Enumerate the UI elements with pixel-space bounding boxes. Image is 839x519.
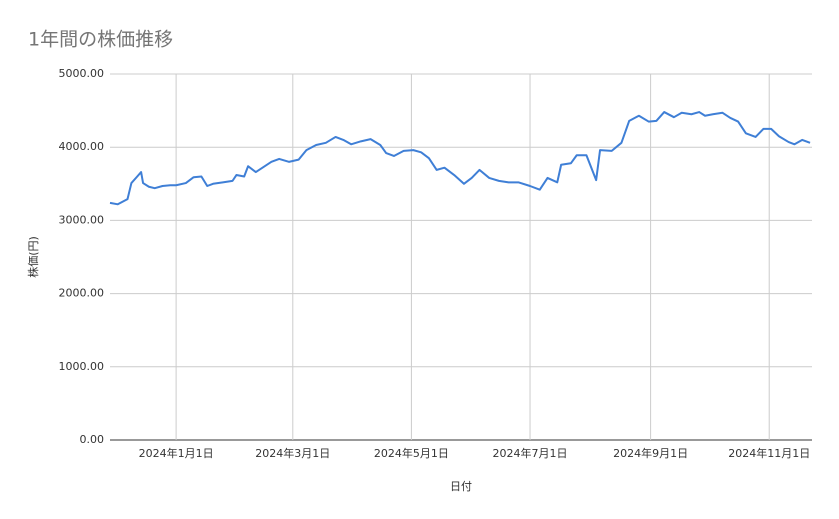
- chart-title: 1年間の株価推移: [28, 29, 173, 51]
- y-tick-label: 5000.00: [59, 67, 105, 80]
- x-tick-label: 2024年5月1日: [374, 446, 449, 460]
- x-tick-label: 2024年3月1日: [255, 446, 330, 460]
- x-axis-label: 日付: [450, 480, 472, 493]
- y-tick-label: 4000.00: [59, 140, 105, 153]
- y-tick-label: 2000.00: [59, 287, 105, 300]
- x-tick-label: 2024年9月1日: [613, 446, 688, 460]
- x-tick-label: 2024年11月1日: [728, 446, 810, 460]
- y-axis-label: 株価(円): [26, 236, 40, 278]
- line-series: [109, 111, 811, 206]
- y-tick-label: 3000.00: [59, 213, 105, 226]
- x-tick-label: 2024年1月1日: [139, 446, 214, 460]
- x-tick-label: 2024年7月1日: [493, 446, 568, 460]
- y-tick-label: 0.00: [80, 433, 105, 446]
- y-tick-label: 1000.00: [59, 360, 105, 373]
